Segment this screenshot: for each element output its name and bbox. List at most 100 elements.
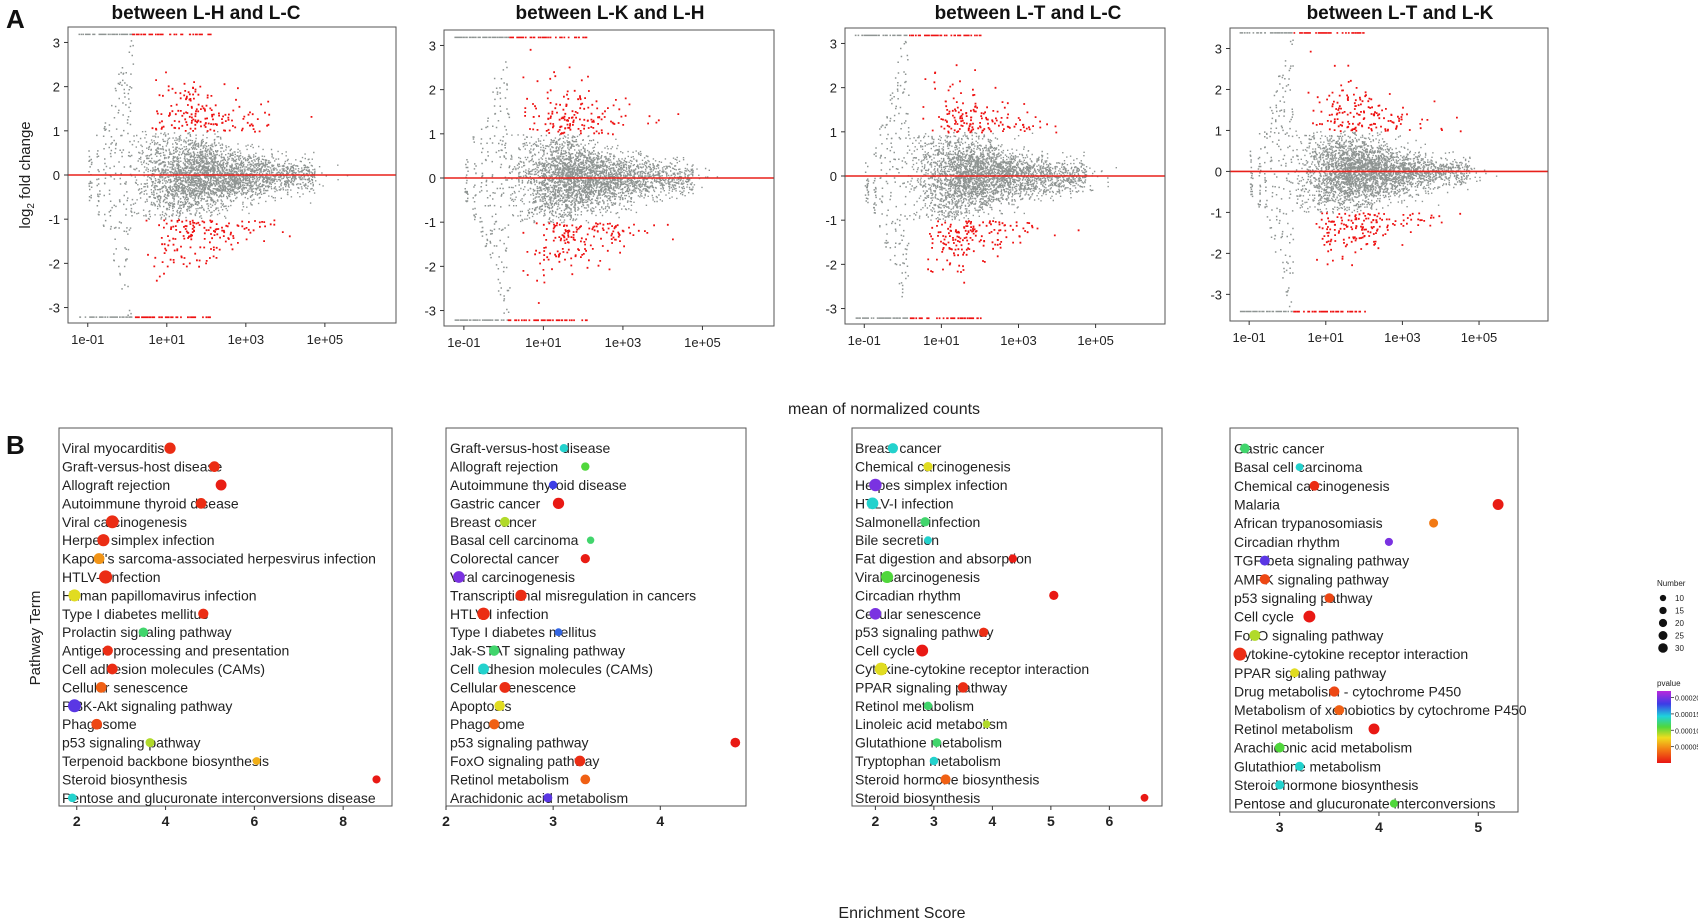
pathway-term-label: p53 signaling pathway [62, 735, 201, 751]
pathway-term-label: Breast cancer [855, 440, 942, 456]
x-tick-label: 1e-01 [447, 335, 480, 350]
ma-plot-2: between L-K and L-H -3 -2 -1 0 1 2 3 1e-01 1e+01 1… [424, 3, 775, 350]
pathway-bubble [923, 461, 933, 472]
pathway-bubble [1429, 518, 1439, 528]
y-tick-label: 3 [1215, 41, 1222, 56]
y-tick-label: -1 [825, 213, 837, 228]
y-tick-label: -3 [1210, 287, 1222, 302]
pathway-bubble [869, 607, 882, 620]
legend-size-label: 30 [1675, 644, 1684, 653]
pathway-bubble [916, 644, 929, 657]
pathway-bubble [548, 480, 558, 490]
legend-color-label: 0.00015 [1675, 712, 1698, 719]
pathway-term-label: Autoimmune thyroid disease [62, 495, 239, 511]
pathway-term-label: PPAR signaling pathway [855, 679, 1007, 695]
pathway-term-label: Breast cancer [450, 514, 537, 530]
pathway-term-label: Colorectal cancer [450, 551, 559, 567]
legend-size-dot [1658, 643, 1668, 653]
y-tick-label: 1 [830, 125, 837, 140]
pathway-term-label: Salmonella infection [855, 514, 980, 530]
x-tick-label: 8 [339, 813, 347, 829]
y-tick-label: 2 [830, 81, 837, 96]
pathway-term-label: Herpes simplex infection [62, 532, 215, 548]
y-tick-label: 1 [429, 127, 436, 142]
pathway-bubble [924, 536, 932, 545]
y-tick-label: 0 [830, 169, 837, 184]
pathway-term-label: Viral myocarditis [62, 440, 164, 456]
legend-size-title: Number [1657, 579, 1686, 588]
pathway-bubble [68, 699, 81, 713]
pathway-term-label: Cytokine-cytokine receptor interaction [855, 661, 1089, 677]
pathway-term-label: PI3K-Akt signaling pathway [62, 698, 232, 714]
pathway-term-label: Cellular senescence [855, 606, 981, 622]
pathway-term-label: Graft-versus-host disease [450, 440, 610, 456]
pathway-bubble [93, 553, 105, 565]
pathway-bubble [1492, 499, 1504, 510]
pathway-term-label: Jak-STAT signaling pathway [450, 643, 625, 659]
x-tick-label: 1e+01 [1308, 330, 1345, 345]
pathway-bubble [866, 497, 879, 510]
x-tick-label: 1e+05 [684, 335, 721, 350]
pathway-term-label: African trypanosomiasis [1234, 515, 1383, 531]
pathway-term-label: Metabolism of xenobiotics by cytochrome … [1234, 702, 1527, 718]
pathway-bubble [1140, 793, 1149, 802]
pathway-bubble [923, 701, 933, 710]
pathway-bubble [1329, 686, 1340, 697]
legend-color-label: 0.00005 [1675, 745, 1698, 752]
pathway-term-label: Viral carcinogenesis [855, 569, 980, 585]
pathway-term-label: AMPK signaling pathway [1234, 571, 1389, 587]
pathway-bubble [515, 589, 527, 602]
pathway-bubble [957, 682, 969, 693]
pathway-term-label: Steroid hormone biosynthesis [1234, 777, 1418, 793]
pathway-term-label: Glutathione metabolism [855, 735, 1002, 751]
y-tick-label: 0 [53, 168, 60, 183]
x-tick-label: 2 [73, 813, 81, 829]
legend-color-label: 0.00020 [1675, 696, 1698, 703]
pathway-term-label: Viral carcinogenesis [62, 514, 187, 530]
pathway-bubble [106, 663, 118, 675]
pathway-bubble [99, 570, 113, 584]
pathway-term-label: Gastric cancer [450, 495, 541, 511]
y-tick-label: 1 [1215, 123, 1222, 138]
x-tick-label: 1e+05 [1077, 333, 1114, 348]
pathway-term-label: Steroid biosynthesis [855, 790, 980, 806]
pathway-bubble [1008, 554, 1017, 563]
x-tick-label: 1e+03 [605, 335, 642, 350]
pathway-bubble [215, 479, 227, 491]
pathway-term-label: Kaposi's sarcoma-associated herpesvirus … [62, 551, 376, 567]
pathway-bubble [940, 774, 951, 785]
pathway-bubble [543, 793, 553, 803]
pathway-term-label: Pentose and glucuronate interconversions [1234, 796, 1496, 812]
pathway-term-label: Apoptosis [450, 698, 511, 714]
x-tick-label: 1e+01 [923, 333, 960, 348]
pathway-term-label: PPAR signaling pathway [1234, 665, 1386, 681]
pathway-bubble [102, 645, 113, 656]
pathway-bubble [869, 478, 882, 492]
y-tick-label: 1 [53, 124, 60, 139]
pathway-term-label: Basal cell carcinoma [450, 532, 579, 548]
y-tick-label: 0 [429, 171, 436, 186]
pathway-term-label: Tryptophan metabolism [855, 753, 1001, 769]
pathway-term-label: Chemical carcinogenesis [855, 459, 1011, 475]
pathway-term-label: Retinol metabolism [855, 698, 974, 714]
pathway-bubble [1240, 443, 1250, 454]
pathway-term-label: Cellular senescence [450, 679, 576, 695]
pathway-term-label: Gastric cancer [1234, 440, 1325, 456]
pathway-bubble [1274, 742, 1285, 753]
legend: Number 10 15 20 25 30 pvalue 0.00020 0.00015 0.00… [1657, 579, 1698, 763]
pathway-term-label: Bile secretion [855, 532, 939, 548]
x-tick-label: 1e+05 [307, 332, 344, 347]
x-tick-label: 3 [930, 813, 938, 829]
pathway-bubble [586, 536, 595, 544]
kegg-plot-2: Graft-versus-host disease Allograft rejec… [442, 427, 747, 829]
pathway-term-label: Antigen processing and presentation [62, 643, 289, 659]
pathway-bubble [488, 645, 500, 656]
x-tick-label: 1e+03 [228, 332, 265, 347]
pathway-term-label: Allograft rejection [450, 459, 558, 475]
y-tick-label: -3 [424, 304, 436, 319]
pathway-bubble [145, 738, 155, 748]
pathway-bubble [580, 774, 591, 785]
pathway-bubble [500, 516, 510, 527]
